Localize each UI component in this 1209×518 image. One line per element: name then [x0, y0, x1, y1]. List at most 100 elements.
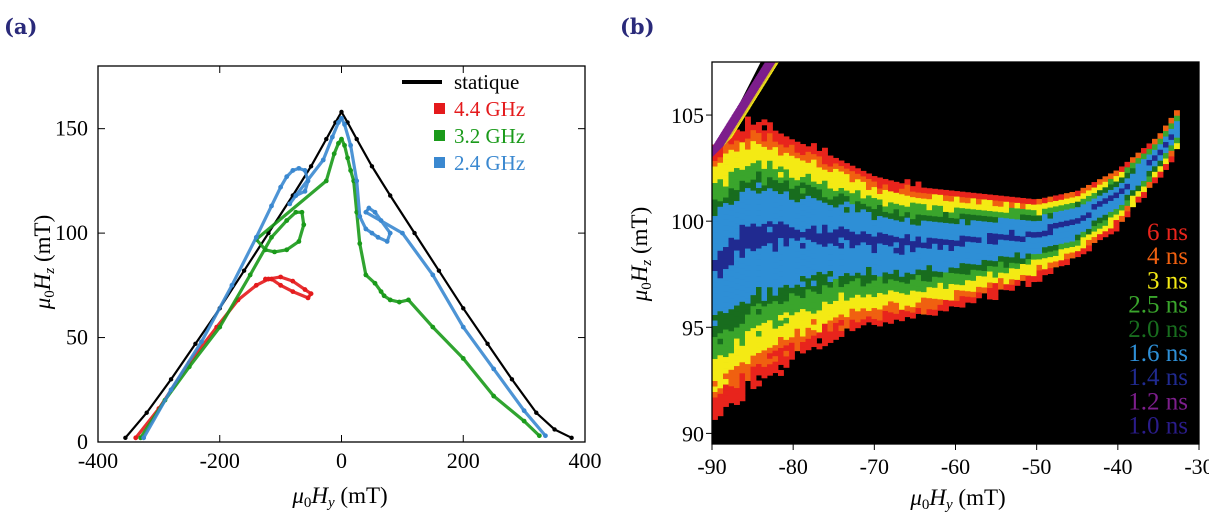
- heatmap-cell: [805, 146, 812, 153]
- heatmap-cell: [783, 180, 790, 187]
- heatmap-cell: [866, 277, 872, 284]
- chart-a-frame: [97, 65, 586, 443]
- heatmap-cell: [882, 178, 889, 185]
- heatmap-cell: [789, 227, 795, 234]
- heatmap-cell: [844, 190, 850, 197]
- heatmap-cell: [992, 266, 999, 273]
- heatmap-cell: [888, 273, 894, 280]
- heatmap-cell: [1069, 197, 1076, 204]
- heatmap-cell: [739, 323, 746, 330]
- heatmap-cell: [1064, 248, 1070, 255]
- heatmap-cell: [800, 320, 806, 326]
- heatmap-cell: [717, 371, 724, 378]
- heatmap-cell: [849, 264, 856, 271]
- heatmap-cell: [987, 227, 993, 234]
- heatmap-cell: [1058, 232, 1065, 239]
- heatmap-cell: [844, 322, 850, 329]
- heatmap-cell: [789, 331, 795, 338]
- heatmap-cell: [816, 255, 823, 262]
- heatmap-cell: [783, 152, 790, 159]
- heatmap-cell: [767, 133, 773, 140]
- heatmap-cell: [844, 201, 850, 208]
- heatmap-cell: [723, 340, 729, 347]
- heatmap-cell: [965, 258, 971, 265]
- heatmap-cell: [745, 243, 751, 249]
- heatmap-cell: [948, 245, 955, 252]
- data-point: [460, 356, 466, 361]
- heatmap-cell: [789, 309, 795, 316]
- heatmap-cell: [976, 292, 982, 299]
- heatmap-cell: [915, 280, 922, 287]
- heatmap-cell: [948, 251, 955, 257]
- heatmap-cell: [728, 221, 735, 228]
- heatmap-cell: [827, 249, 834, 255]
- heatmap-cell: [959, 263, 966, 270]
- heatmap-cell: [756, 243, 762, 249]
- heatmap-cell: [987, 293, 993, 300]
- heatmap-cell: [783, 273, 790, 280]
- heatmap-cell: [761, 229, 768, 236]
- heatmap-cell: [1014, 241, 1021, 248]
- heatmap-cell: [1025, 215, 1032, 221]
- heatmap-cell: [1075, 190, 1081, 197]
- heatmap-cell: [778, 326, 784, 332]
- heatmap-cell: [1031, 226, 1037, 233]
- heatmap-cell: [712, 161, 718, 167]
- heatmap-cell: [712, 348, 718, 354]
- heatmap-cell: [761, 218, 768, 225]
- heatmap-cell: [1009, 224, 1015, 231]
- heatmap-cell: [998, 234, 1004, 241]
- heatmap-cell: [800, 182, 806, 189]
- data-point: [305, 295, 311, 301]
- heatmap-cell: [794, 152, 801, 159]
- heatmap-cell: [794, 185, 801, 192]
- heatmap-cell: [1058, 199, 1065, 206]
- heatmap-cell: [948, 196, 955, 202]
- heatmap-cell: [761, 245, 768, 252]
- heatmap-cell: [970, 253, 977, 260]
- heatmap-cell: [954, 273, 960, 280]
- heatmap-cell: [767, 155, 773, 162]
- heatmap-cell: [1025, 231, 1032, 238]
- heatmap-cell: [723, 181, 729, 187]
- heatmap-cell: [728, 386, 735, 393]
- heatmap-cell: [723, 335, 729, 341]
- heatmap-cell: [833, 251, 839, 258]
- heatmap-cell: [745, 138, 751, 145]
- heatmap-cell: [728, 309, 735, 316]
- data-point: [378, 218, 384, 223]
- heatmap-cell: [954, 290, 960, 296]
- heatmap-cell: [871, 308, 878, 314]
- heatmap-cell: [981, 193, 988, 200]
- heatmap-cell: [849, 220, 856, 227]
- heatmap-cell: [723, 324, 729, 330]
- heatmap-cell: [800, 155, 806, 161]
- heatmap-cell: [1086, 217, 1092, 224]
- heatmap-cell: [1014, 257, 1021, 264]
- heatmap-cell: [728, 199, 735, 206]
- heatmap-cell: [778, 144, 784, 151]
- heatmap-cell: [844, 179, 850, 186]
- heatmap-cell: [959, 274, 966, 281]
- heatmap-cell: [1102, 198, 1109, 205]
- heatmap-cell: [871, 280, 878, 287]
- heatmap-cell: [723, 296, 729, 303]
- heatmap-cell: [756, 204, 762, 211]
- heatmap-cell: [723, 153, 729, 160]
- heatmap-cell: [778, 315, 784, 321]
- legend-marker-swatch: [434, 103, 445, 114]
- heatmap-cell: [712, 375, 718, 382]
- heatmap-cell: [822, 301, 828, 308]
- heatmap-cell: [893, 297, 900, 304]
- heatmap-cell: [959, 246, 966, 253]
- heatmap-cell: [833, 240, 839, 247]
- heatmap-cell: [723, 346, 729, 352]
- heatmap-cell: [926, 276, 933, 283]
- heatmap-cell: [1108, 222, 1114, 229]
- heatmap-cell: [893, 275, 900, 282]
- heatmap-cell: [789, 166, 795, 173]
- heatmap-cell: [778, 309, 784, 316]
- heatmap-cell: [943, 195, 949, 202]
- data-point: [436, 268, 442, 273]
- heatmap-cell: [1069, 247, 1076, 253]
